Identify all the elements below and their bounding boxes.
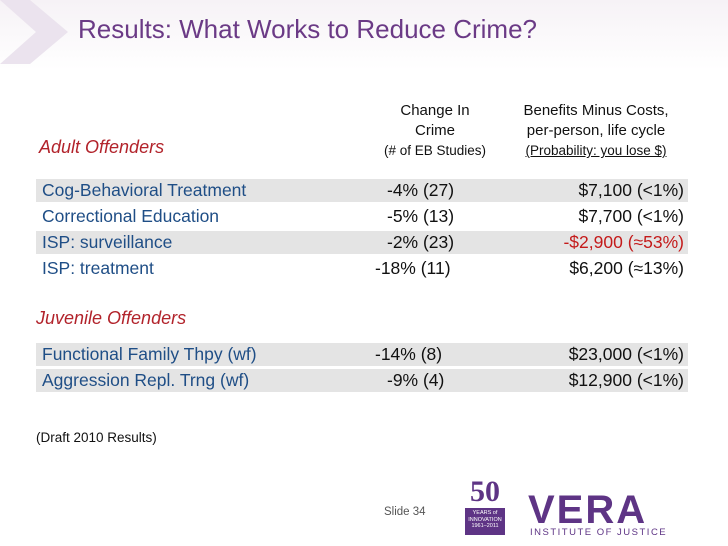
header-band — [0, 0, 728, 70]
benefit-value: $7,700 (<1%) — [578, 206, 684, 226]
table-row: ISP: surveillance -2% (23) -$2,900 (≈53%… — [36, 231, 688, 254]
change-value: -2% (23) — [387, 232, 455, 252]
change-value: -9% (4) — [387, 370, 445, 390]
anniversary-line3: 1961–2011 — [471, 523, 499, 529]
anniversary-logo: 50 YEARS of INNOVATION 1961–2011 — [461, 475, 509, 536]
column-header-change-line2: Crime — [415, 122, 455, 139]
column-header-benefit: Benefits Minus Costs, per-person, life c… — [504, 101, 688, 161]
anniversary-badge: YEARS of INNOVATION 1961–2011 — [465, 508, 505, 535]
table-row: Aggression Repl. Trng (wf) -9% (4) $12,9… — [36, 369, 688, 392]
section-label-juvenile: Juvenile Offenders — [36, 308, 187, 328]
table-row: Correctional Education -5% (13) $7,700 (… — [36, 205, 688, 228]
program-name: ISP: surveillance — [42, 232, 173, 252]
benefit-value: $7,100 (<1%) — [578, 180, 684, 200]
draft-note: (Draft 2010 Results) — [36, 430, 157, 445]
anniversary-line2: INNOVATION — [468, 516, 502, 523]
slide-number: Slide 34 — [384, 506, 426, 518]
vera-logo: VERA INSTITUTE OF JUSTICE — [528, 488, 688, 538]
column-header-change-line1: Change In — [400, 102, 470, 119]
anniversary-line1: YEARS of — [472, 510, 498, 516]
benefit-value: $6,200 (≈13%) — [569, 258, 684, 278]
program-name: Functional Family Thpy (wf) — [42, 344, 257, 364]
benefit-value: -$2,900 (≈53%) — [563, 232, 684, 252]
program-name: Cog-Behavioral Treatment — [42, 180, 247, 200]
program-name: ISP: treatment — [42, 258, 154, 278]
change-value: -18% (11) — [375, 258, 451, 278]
anniversary-number: 50 — [470, 475, 500, 508]
table-row: Functional Family Thpy (wf) -14% (8) $23… — [36, 343, 688, 366]
benefit-value: $12,900 (<1%) — [568, 370, 684, 390]
column-header-benefit-line3: (Probability: you lose $) — [525, 143, 667, 158]
column-header-change: Change In Crime (# of EB Studies) — [368, 101, 502, 161]
section-label-adult: Adult Offenders — [39, 137, 165, 157]
column-header-change-line3: (# of EB Studies) — [383, 143, 487, 158]
change-value: -5% (13) — [387, 206, 455, 226]
change-value: -14% (8) — [375, 344, 443, 364]
program-name: Correctional Education — [42, 206, 220, 226]
column-header-benefit-line1: Benefits Minus Costs, — [523, 102, 669, 119]
program-name: Aggression Repl. Trng (wf) — [42, 370, 250, 390]
table-row: Cog-Behavioral Treatment -4% (27) $7,100… — [36, 179, 688, 202]
benefit-value: $23,000 (<1%) — [568, 344, 684, 364]
table-row: ISP: treatment -18% (11) $6,200 (≈13%) — [36, 257, 688, 280]
vera-wordmark: VERA — [528, 488, 648, 532]
column-header-benefit-line2: per-person, life cycle — [526, 122, 666, 139]
change-value: -4% (27) — [387, 180, 455, 200]
slide-title: Results: What Works to Reduce Crime? — [78, 14, 537, 44]
chevron-arrow-icon — [0, 0, 68, 64]
vera-subtitle: INSTITUTE OF JUSTICE — [530, 527, 668, 538]
